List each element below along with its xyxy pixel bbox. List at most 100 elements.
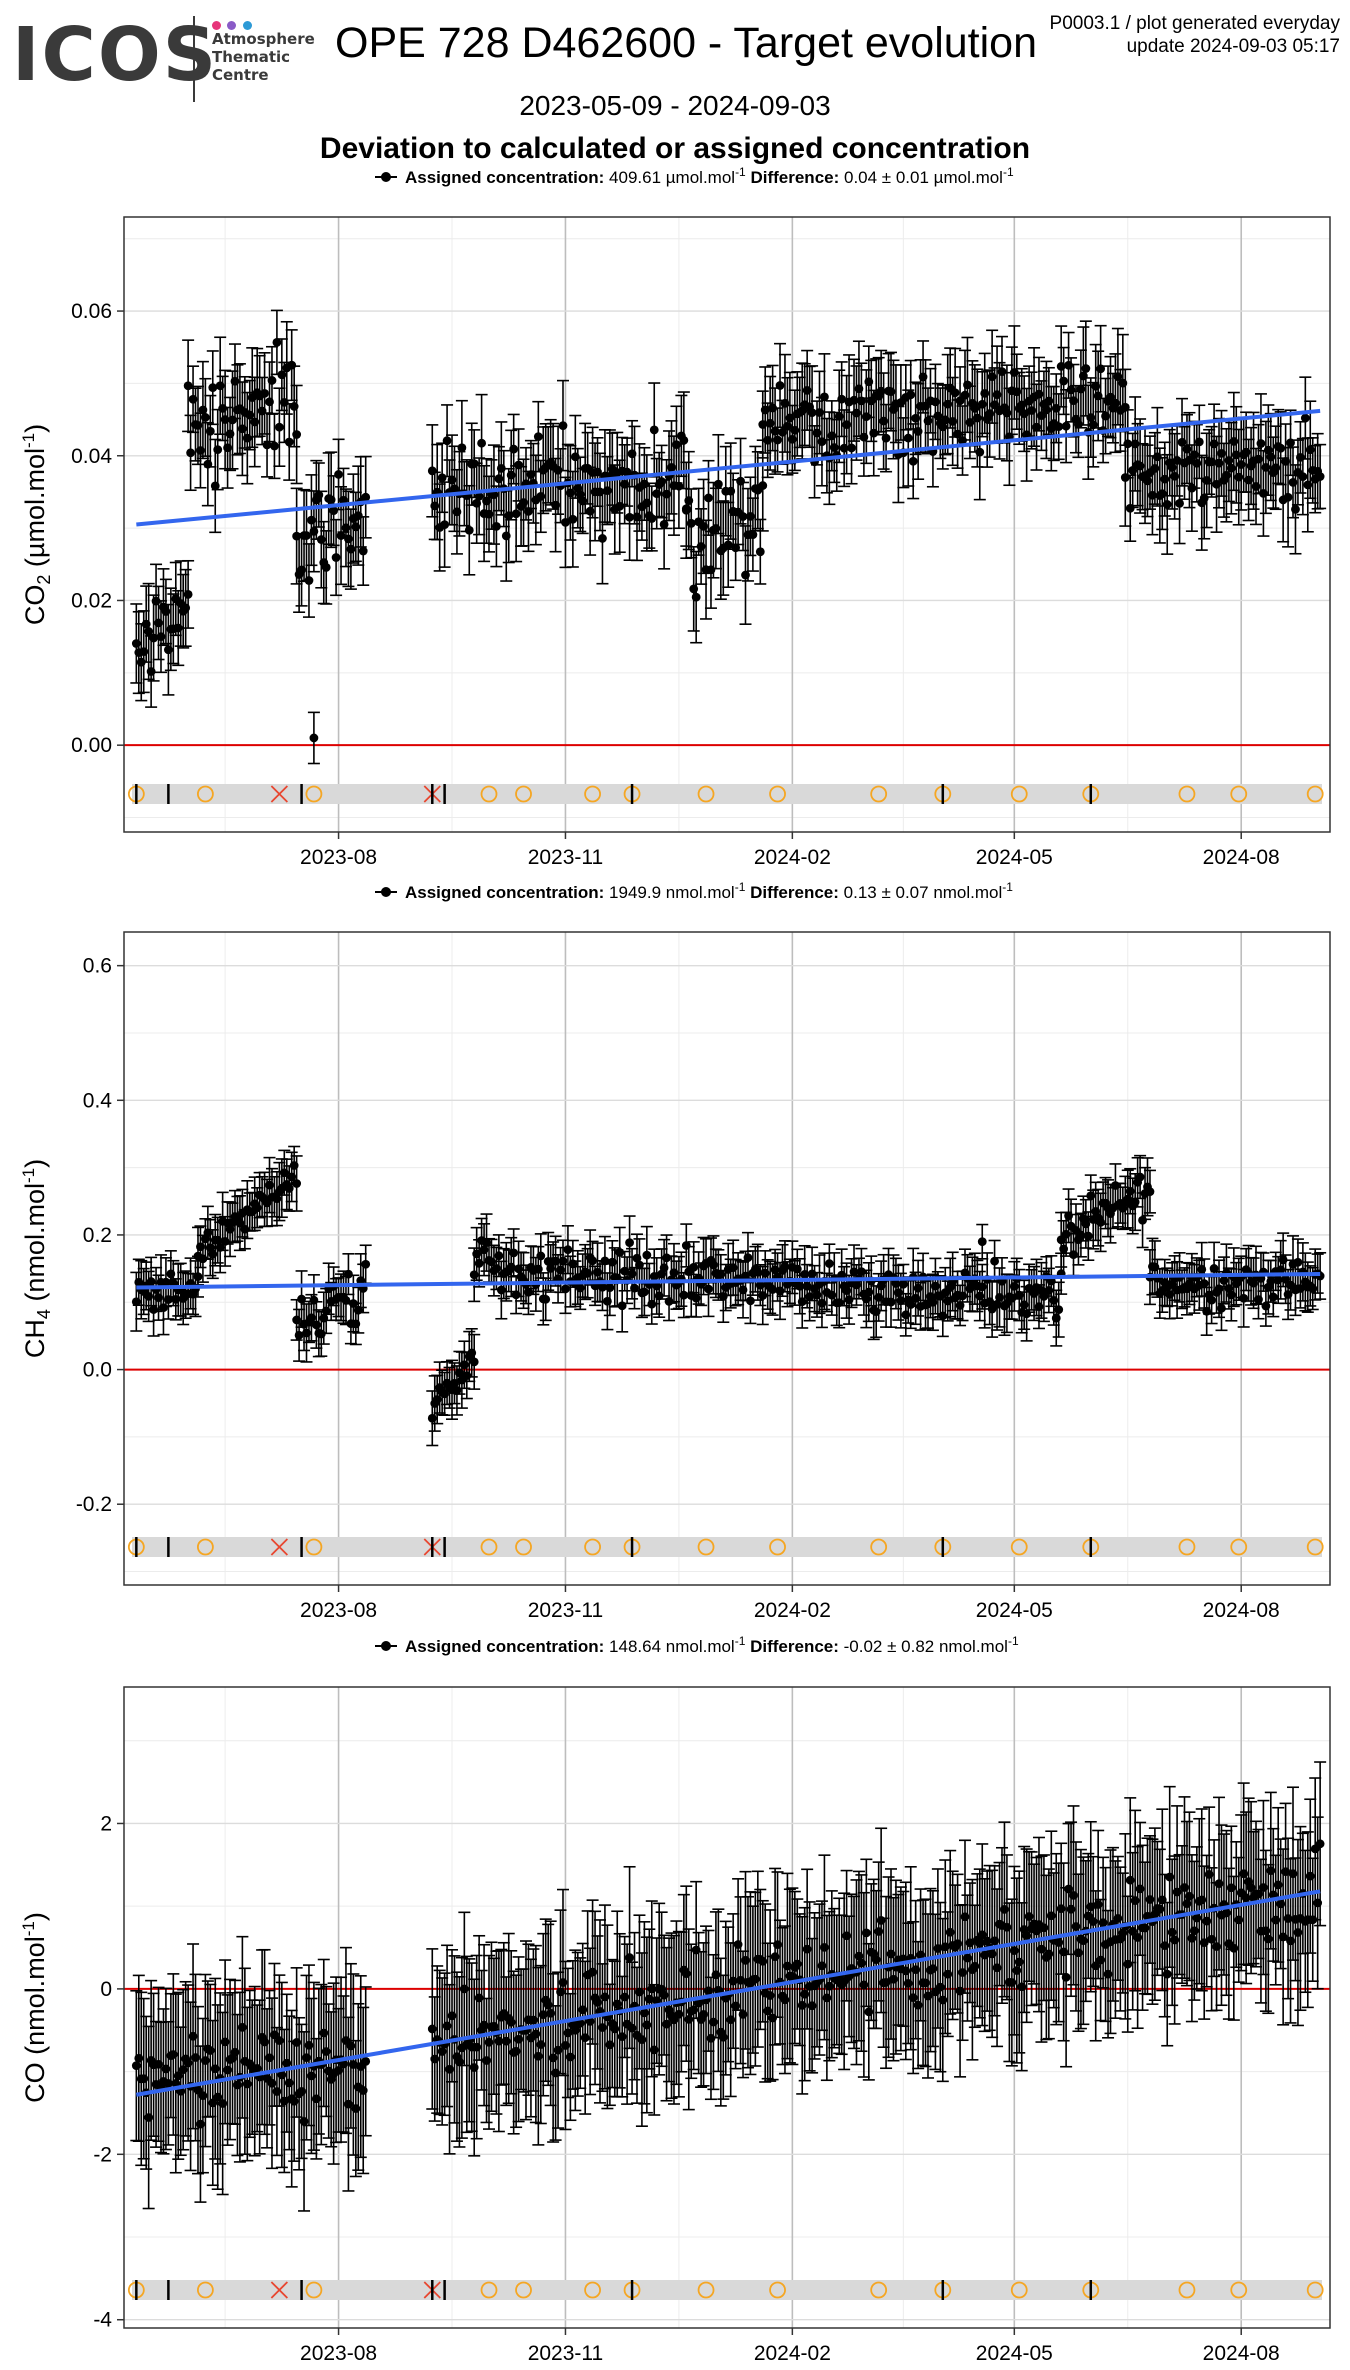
data-point: [437, 473, 447, 483]
data-point: [509, 444, 519, 454]
x-tick-label: 2024-08: [1203, 846, 1280, 869]
data-point: [1054, 422, 1064, 431]
event-circle: [1306, 2281, 1324, 2299]
data-point: [704, 1284, 713, 1294]
data-point: [344, 1269, 353, 1279]
y-tick-label: 0.6: [83, 955, 112, 978]
data-point: [738, 512, 748, 521]
data-points: [130, 1761, 1327, 2212]
data-point: [1054, 1305, 1064, 1315]
data-point: [469, 1357, 479, 1367]
logo-subtitle: Atmosphere Thematic Centre: [212, 30, 315, 84]
legend-point: [381, 172, 391, 182]
data-point: [898, 1279, 908, 1289]
data-point: [625, 1238, 634, 1248]
event-circle: [697, 1538, 715, 1556]
data-point: [1059, 376, 1069, 386]
legend-assigned-value: 148.64 nmol.mol: [609, 1637, 735, 1656]
event-circle: [480, 785, 498, 803]
event-circle: [1010, 1538, 1028, 1556]
icos-logo: ICOS: [12, 12, 219, 98]
y-label-unit: (nmol.mol: [20, 1183, 50, 1309]
data-point: [558, 421, 568, 431]
trend-line: [136, 1271, 1321, 1290]
legend-assigned-label: Assigned concentration:: [405, 1637, 609, 1656]
y-tick-label: -0.2: [76, 1493, 112, 1516]
data-point: [186, 448, 195, 458]
data-point: [679, 435, 689, 445]
date-range: 2023-05-09 - 2024-09-03: [519, 90, 831, 121]
data-point: [1081, 364, 1091, 373]
data-point: [1217, 1303, 1226, 1313]
data-point: [1293, 1257, 1303, 1267]
data-point: [605, 1283, 615, 1293]
data-point: [647, 514, 657, 523]
event-circle: [584, 2281, 601, 2299]
x-tick-label: 2023-08: [300, 846, 377, 869]
event-circle: [515, 785, 532, 803]
event-circle: [305, 2281, 323, 2299]
data-point: [304, 576, 314, 585]
data-point: [536, 1251, 546, 1261]
data-point: [642, 1250, 652, 1260]
y-tick-label: 0.4: [83, 1089, 113, 1112]
x-tick-label: 2024-05: [976, 1599, 1053, 1622]
data-point: [906, 390, 916, 400]
data-point: [1283, 492, 1293, 502]
data-point: [292, 1179, 302, 1188]
y-label-species: CO: [20, 585, 50, 626]
x-tick-label: 2024-08: [1203, 1599, 1280, 1622]
legend-assigned-label: Assigned concentration:: [405, 883, 609, 902]
event-cross: [270, 2281, 289, 2299]
data-point: [144, 627, 154, 636]
data-point: [292, 430, 302, 439]
plot-area: [124, 217, 1330, 832]
logo-dot-3: [242, 21, 252, 30]
data-point: [1175, 498, 1184, 508]
data-point: [1300, 413, 1310, 423]
y-label-close: ): [20, 1159, 50, 1168]
data-point: [635, 1260, 644, 1270]
event-circle: [480, 2281, 498, 2299]
y-label-exponent: -1: [19, 1168, 38, 1183]
event-circle: [1010, 785, 1028, 803]
x-tick-label: 2024-02: [754, 846, 831, 869]
data-point: [1199, 1279, 1209, 1288]
y-tick-label: 0.2: [83, 1224, 112, 1247]
x-tick-label: 2024-02: [754, 1599, 831, 1622]
data-point: [746, 1296, 755, 1306]
data-point: [807, 408, 817, 418]
data-point: [274, 422, 284, 432]
x-tick-label: 2024-05: [976, 846, 1053, 869]
data-point: [649, 425, 659, 435]
data-point: [1209, 1264, 1219, 1273]
logo-line-3: Centre: [212, 66, 269, 84]
y-label-unit: (µmol.mol: [20, 448, 50, 575]
data-point: [358, 546, 368, 556]
data-point: [686, 518, 696, 528]
data-point: [625, 512, 634, 522]
y-label-exponent: -1: [19, 433, 38, 448]
event-circle: [1178, 1538, 1196, 1556]
plot-frame: [123, 216, 1331, 833]
data-point: [881, 433, 891, 443]
y-tick-label: 0.0: [83, 1359, 112, 1382]
legend-exponent: -1: [735, 165, 746, 179]
data-point: [755, 547, 765, 557]
event-markers: [127, 2280, 1324, 2300]
legend-assigned-value: 1949.9 nmol.mol: [609, 883, 735, 902]
legend-assigned-label: Assigned concentration:: [405, 168, 609, 187]
data-point: [837, 394, 847, 404]
data-point: [1256, 439, 1266, 448]
legend-assigned-value: 409.61 µmol.mol: [609, 168, 735, 187]
plot-id-line: P0003.1 / plot generated everyday: [1049, 13, 1340, 34]
data-point: [270, 441, 279, 451]
legend: Assigned concentration: 1949.9 nmol.mol-…: [375, 880, 1013, 902]
logo-divider: [193, 16, 195, 102]
data-point: [1145, 1187, 1155, 1197]
data-point: [361, 2056, 371, 2066]
logo-dot-1: [212, 21, 221, 30]
event-circle: [1230, 2281, 1248, 2299]
data-point: [1061, 421, 1071, 431]
data-point: [474, 491, 484, 501]
